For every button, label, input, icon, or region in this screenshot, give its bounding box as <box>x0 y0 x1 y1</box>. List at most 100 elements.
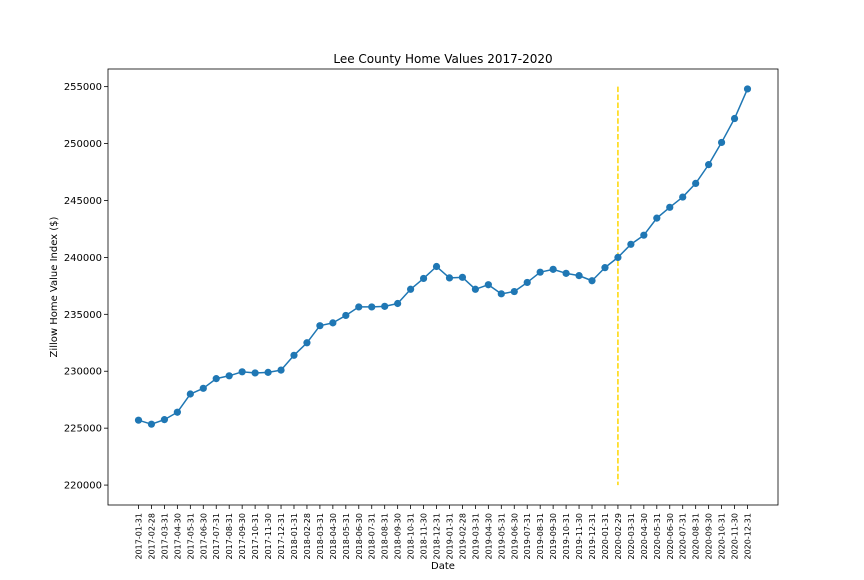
x-tick-label: 2017-06-30 <box>199 513 208 560</box>
data-point <box>173 408 181 416</box>
y-tick-label: 235000 <box>64 310 102 321</box>
x-tick-label: 2019-03-31 <box>471 513 480 560</box>
data-point <box>717 138 726 147</box>
series-group <box>134 85 752 428</box>
data-point <box>562 269 570 277</box>
data-point <box>199 384 207 392</box>
x-tick-label: 2020-09-30 <box>705 513 714 560</box>
x-tick-label: 2019-12-31 <box>588 513 597 560</box>
x-tick-label: 2019-05-31 <box>497 513 506 560</box>
data-point <box>238 368 246 376</box>
data-point <box>497 290 505 298</box>
data-point <box>743 85 752 93</box>
x-tick-label: 2018-08-31 <box>381 513 390 560</box>
x-tick-label: 2018-10-31 <box>407 513 416 560</box>
data-point <box>536 268 544 276</box>
data-point <box>523 278 531 287</box>
x-tick-label: 2018-04-30 <box>329 513 338 560</box>
data-point <box>484 281 492 289</box>
x-tick-label: 2017-04-30 <box>173 513 182 560</box>
chart-title: Lee County Home Values 2017-2020 <box>333 52 552 66</box>
x-tick-label: 2019-08-31 <box>536 513 545 560</box>
y-axis: 220000 225000 230000 235000 240000 245000 2500… <box>64 82 108 492</box>
x-tick-label: 2017-05-31 <box>186 513 195 560</box>
x-tick-label: 2020-04-30 <box>640 513 649 560</box>
x-tick-label: 2017-10-31 <box>251 513 260 560</box>
x-tick-label: 2019-02-28 <box>458 513 467 560</box>
x-tick-label: 2018-01-31 <box>290 513 299 560</box>
y-tick-label: 240000 <box>64 253 102 264</box>
data-point <box>445 274 454 282</box>
data-point <box>419 274 428 283</box>
data-point <box>147 420 156 428</box>
data-point <box>368 303 376 311</box>
data-point <box>705 161 713 169</box>
x-tick-label: 2017-11-30 <box>264 513 273 560</box>
x-tick-label: 2018-09-30 <box>394 513 403 560</box>
x-tick-label: 2018-05-31 <box>342 513 351 560</box>
x-tick-label: 2020-05-31 <box>653 513 662 560</box>
x-tick-label: 2020-12-31 <box>744 513 753 560</box>
data-point <box>264 368 272 376</box>
x-tick-label: 2019-01-31 <box>445 513 454 560</box>
data-point <box>549 265 557 273</box>
x-tick-label: 2018-03-31 <box>316 513 325 560</box>
x-tick-label: 2019-09-30 <box>549 513 558 560</box>
x-tick-label: 2018-12-31 <box>433 513 442 560</box>
x-tick-label: 2017-09-30 <box>238 513 247 560</box>
data-point <box>432 262 441 271</box>
data-point <box>394 299 402 308</box>
data-point <box>160 416 169 424</box>
data-point <box>407 285 415 293</box>
data-point <box>303 339 311 347</box>
data-point <box>510 287 518 296</box>
data-point <box>601 264 609 272</box>
data-point <box>329 319 337 327</box>
data-point <box>627 240 635 248</box>
x-tick-label: 2018-02-28 <box>303 513 312 560</box>
x-tick-label: 2019-11-30 <box>575 513 584 560</box>
data-point <box>186 390 194 398</box>
x-tick-label: 2019-06-30 <box>510 513 519 560</box>
y-tick-label: 220000 <box>64 481 102 492</box>
data-point <box>692 179 700 188</box>
x-tick-label: 2017-01-31 <box>135 513 144 560</box>
data-point <box>640 231 648 239</box>
x-tick-label: 2020-08-31 <box>692 513 701 560</box>
data-point <box>458 273 467 281</box>
x-axis: 2017-01-31 2017-02-28 2017-03-31 2017-04-30… <box>135 505 753 560</box>
data-point <box>134 416 143 424</box>
data-point <box>575 272 583 280</box>
x-tick-label: 2020-11-30 <box>731 513 740 560</box>
x-tick-label: 2017-03-31 <box>160 513 169 560</box>
y-tick-label: 255000 <box>64 82 102 93</box>
x-tick-label: 2020-06-30 <box>666 513 675 560</box>
x-tick-label: 2020-01-31 <box>601 513 610 560</box>
data-point <box>251 369 259 377</box>
x-tick-label: 2017-12-31 <box>277 513 286 560</box>
x-tick-label: 2017-08-31 <box>225 513 234 560</box>
data-point <box>355 303 363 311</box>
data-point <box>679 193 687 201</box>
x-tick-label: 2018-06-30 <box>355 513 364 560</box>
data-point <box>614 253 622 262</box>
y-axis-label: Zillow Home Value Index ($) <box>49 216 60 357</box>
x-tick-label: 2018-07-31 <box>368 513 377 560</box>
x-tick-label: 2018-11-30 <box>420 513 429 560</box>
x-tick-label: 2020-02-29 <box>614 513 623 560</box>
data-point <box>666 203 674 211</box>
x-tick-label: 2019-04-30 <box>484 513 493 560</box>
data-point <box>277 366 285 374</box>
data-point <box>471 285 479 293</box>
x-tick-label: 2020-10-31 <box>718 513 727 560</box>
data-point <box>290 351 298 359</box>
data-point <box>225 372 233 380</box>
x-tick-label: 2017-07-31 <box>212 513 221 560</box>
data-point <box>381 302 389 310</box>
y-tick-label: 245000 <box>64 196 102 207</box>
data-point <box>653 214 661 222</box>
x-axis-label: Date <box>431 561 455 572</box>
data-point <box>588 277 596 285</box>
